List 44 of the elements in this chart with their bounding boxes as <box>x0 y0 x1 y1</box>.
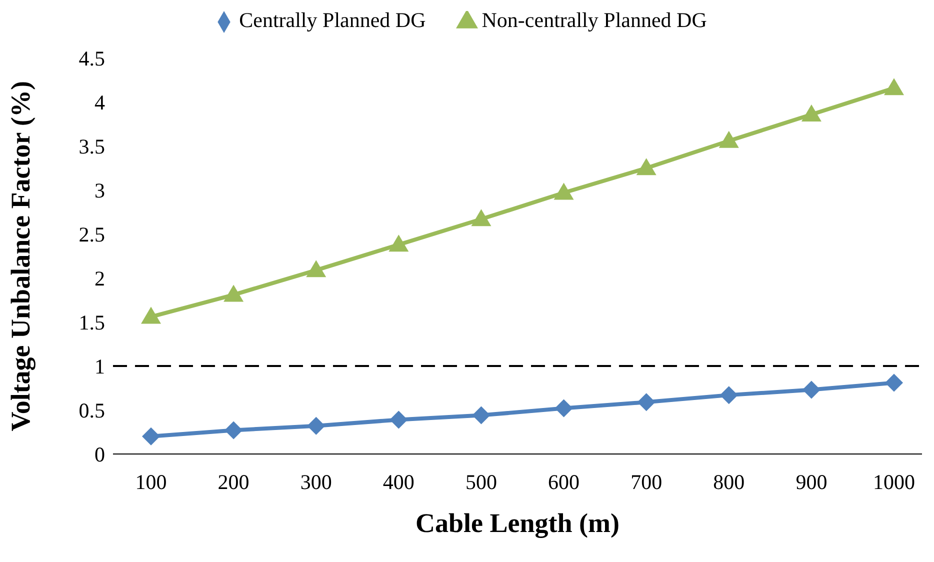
point <box>885 374 903 392</box>
x-tick-label: 300 <box>300 470 332 494</box>
legend-label: Non-centrally Planned DG <box>482 8 707 32</box>
point <box>471 209 492 226</box>
point <box>636 158 656 176</box>
point <box>637 393 656 412</box>
point <box>801 104 822 122</box>
point <box>388 234 409 252</box>
point <box>802 380 820 399</box>
point <box>142 427 160 446</box>
legend-label: Centrally Planned DG <box>239 8 426 32</box>
y-tick-label: 1 <box>94 354 105 378</box>
point <box>307 416 326 435</box>
point <box>224 421 243 440</box>
x-tick-label: 1000 <box>873 470 915 494</box>
point <box>306 260 326 278</box>
y-axis-title: Voltage Unbalance Factor (%) <box>6 80 36 432</box>
point <box>141 306 161 324</box>
y-tick-label: 4.5 <box>78 46 105 71</box>
x-tick-label: 400 <box>382 470 414 494</box>
point <box>472 406 490 424</box>
x-tick-label: 100 <box>135 470 167 494</box>
point <box>720 386 738 404</box>
y-tick-label: 3 <box>94 178 105 203</box>
y-tick-label: 1.5 <box>78 310 105 335</box>
y-tick-label: 3.5 <box>78 134 105 159</box>
y-tick-label: 4 <box>94 90 106 115</box>
point <box>884 78 904 96</box>
y-tick-label: 2.5 <box>78 222 105 247</box>
y-tick-label: 0 <box>94 442 105 466</box>
x-tick-label: 900 <box>796 470 828 494</box>
x-tick-label: 800 <box>713 470 745 494</box>
point <box>390 410 408 429</box>
point <box>554 182 574 200</box>
x-tick-label: 600 <box>548 470 580 494</box>
point <box>224 284 244 302</box>
x-tick-label: 700 <box>630 470 662 494</box>
x-axis-title: Cable Length (m) <box>416 508 620 538</box>
x-tick-label: 500 <box>465 470 497 494</box>
y-tick-label: 0.5 <box>78 398 105 422</box>
point <box>718 130 739 148</box>
point <box>554 399 573 418</box>
x-tick-label: 200 <box>218 470 250 494</box>
y-tick-label: 2 <box>94 266 105 291</box>
